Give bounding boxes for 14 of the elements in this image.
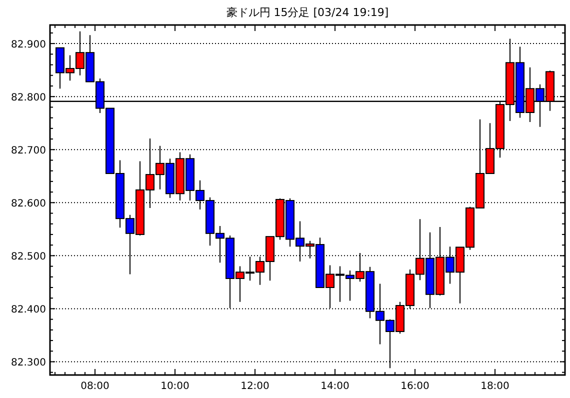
y-tick-label: 82.400 [11,304,46,316]
y-tick-label: 82.500 [11,252,46,263]
y-tick-label: 82.600 [11,198,46,210]
y-tick-label: 82.800 [11,92,46,104]
x-tick-label: 12:00 [240,381,270,392]
x-tick-label: 10:00 [160,381,190,392]
x-tick-label: 16:00 [400,381,430,392]
y-tick-label: 82.300 [11,358,46,369]
y-tick-label: 82.700 [11,146,46,157]
x-tick-label: 08:00 [80,381,110,392]
x-tick-label: 18:00 [480,381,510,392]
x-tick-label: 14:00 [320,381,350,392]
chart-title: 豪ドル円 15分足 [03/24 19:19] [226,6,389,19]
y-tick-label: 82.900 [11,40,46,51]
